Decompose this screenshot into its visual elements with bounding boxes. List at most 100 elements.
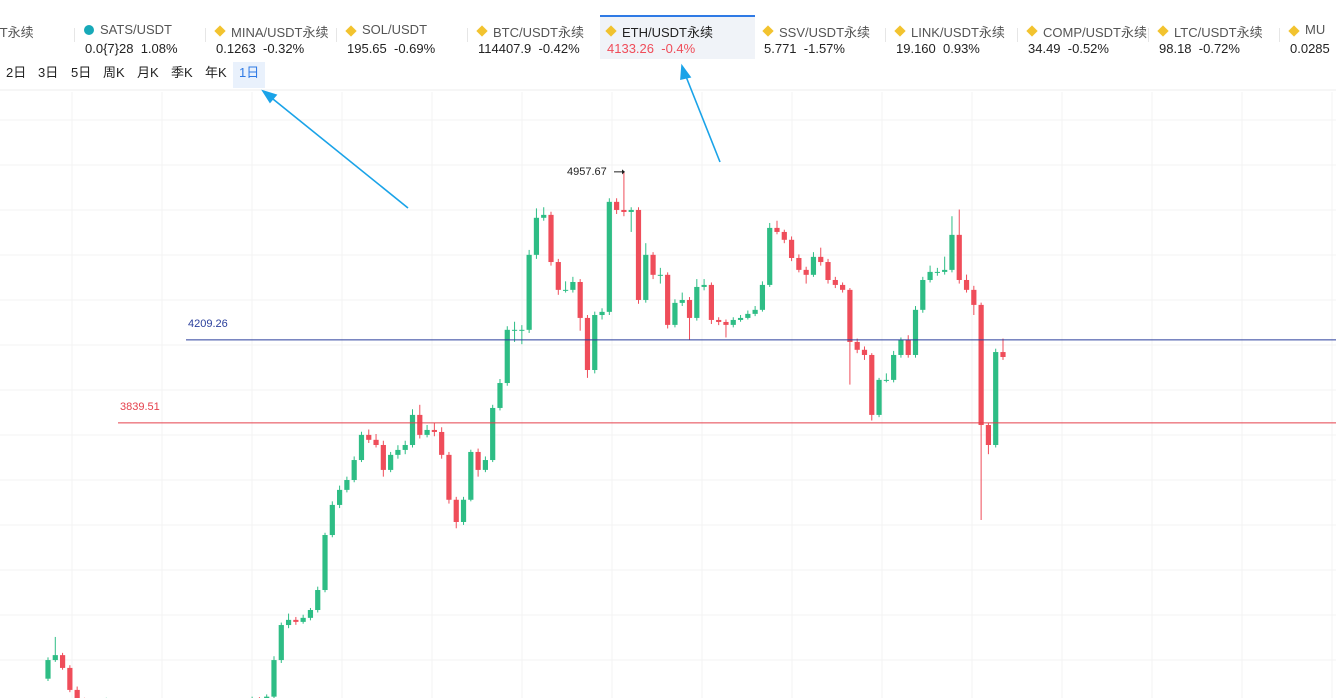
ticker-price: 4133.26: [607, 41, 654, 56]
period-button[interactable]: 3日: [38, 65, 59, 80]
ticker-tab[interactable]: BTC/USDT永续 114407.9 -0.42%: [471, 17, 602, 59]
candle-body: [781, 231, 787, 240]
candle-body: [767, 227, 773, 285]
candle-body: [934, 271, 940, 273]
ticker-quote: 0.0{7}28 1.08%: [85, 41, 178, 56]
candle-body: [898, 339, 904, 355]
ticker-change: -0.69%: [394, 41, 436, 56]
candle-body: [876, 379, 882, 415]
candle-body: [548, 214, 554, 263]
ticker-name: MINA/USDT永续: [231, 25, 329, 40]
period-button[interactable]: 2日: [6, 65, 27, 80]
ticker-tab[interactable]: SATS/USDT 0.0{7}28 1.08%: [78, 17, 209, 59]
candle-body: [307, 609, 314, 618]
arrowhead: [680, 63, 692, 81]
ticker-tab[interactable]: LTC/USDT永续 98.18 -0.72%: [1152, 17, 1283, 59]
candle-body: [643, 254, 649, 300]
arrow: [684, 73, 721, 163]
candle-body: [358, 434, 365, 461]
candle-body: [978, 304, 984, 426]
arrow: [267, 94, 409, 209]
period-button[interactable]: 1日: [233, 62, 266, 88]
candle-body: [526, 254, 532, 330]
ticker-tab[interactable]: COMP/USDT永续 34.49 -0.52%: [1021, 17, 1152, 59]
candle-body: [832, 279, 838, 285]
candle-body: [825, 262, 831, 280]
candle-body: [774, 227, 780, 232]
candle-body: [708, 284, 714, 320]
candle-body: [45, 660, 51, 679]
tab-separator: [885, 28, 886, 42]
ticker-tab[interactable]: SSV/USDT永续 5.771 -1.57%: [757, 17, 888, 59]
candle-body: [971, 289, 977, 305]
candle-body: [388, 454, 394, 470]
ticker-name: COMP/USDT永续: [1043, 25, 1148, 40]
candle-body: [891, 354, 897, 380]
candle-body: [818, 256, 824, 263]
ticker-quote: 195.65 -0.69%: [347, 41, 435, 56]
candle-body: [504, 329, 510, 384]
tab-separator: [467, 28, 468, 42]
candle-body: [942, 269, 948, 272]
candle-body: [482, 460, 488, 470]
candle-body: [475, 451, 481, 470]
period-button[interactable]: 年K: [205, 65, 227, 80]
ticker-quote: 34.49 -0.52%: [1028, 41, 1109, 56]
ticker-tab[interactable]: SOL/USDT 195.65 -0.69%: [340, 17, 471, 59]
candle-body: [788, 239, 795, 258]
ticker-price: 19.160: [896, 41, 936, 56]
candle-body: [752, 309, 758, 314]
period-button[interactable]: 5日: [71, 65, 92, 80]
ticker-name: ETH/USDT永续: [622, 25, 714, 40]
candle-body: [577, 282, 583, 318]
ticker-tab[interactable]: MU 0.0285: [1283, 17, 1336, 59]
period-button[interactable]: 月K: [137, 65, 159, 80]
ticker-tab[interactable]: E/USDT永续-0.9%: [0, 17, 69, 59]
max-price-label: 4957.67: [567, 166, 607, 178]
annotation-arrows: [261, 63, 721, 209]
ticker-tab[interactable]: MINA/USDT永续 0.1263 -0.32%: [209, 17, 340, 59]
ticker-change: -1.57%: [803, 41, 845, 56]
candle-body: [956, 234, 962, 280]
candle-body: [453, 499, 459, 522]
ticker-tab[interactable]: ETH/USDT永续 4133.26 -0.4%: [600, 15, 755, 59]
candle-body: [67, 667, 73, 690]
candle-body: [322, 535, 328, 591]
candle-body: [745, 313, 751, 318]
candle-body: [59, 655, 66, 668]
candle-body: [716, 319, 722, 322]
period-button[interactable]: 周K: [103, 65, 125, 80]
ticker-change: 0.93%: [943, 41, 980, 56]
candle-body: [657, 274, 663, 276]
period-button[interactable]: 季K: [171, 65, 193, 80]
ticker-change: -0.52%: [1067, 41, 1109, 56]
ticker-quote: 4133.26 -0.4%: [607, 41, 695, 56]
ticker-name: SOL/USDT: [362, 22, 428, 37]
ticker-change: 1.08%: [140, 41, 178, 56]
candle-body: [278, 625, 284, 661]
ticker-quote: 5.771 -1.57%: [764, 41, 845, 56]
ticker-price: 114407.9: [478, 41, 532, 56]
ticker-change: -0.32%: [263, 41, 305, 56]
candle-body: [344, 480, 350, 490]
ticker-price: 0.0285: [1290, 41, 1330, 56]
tab-separator: [336, 28, 337, 42]
price-line-label: 3839.51: [120, 401, 160, 413]
ticker-name: SSV/USDT永续: [779, 25, 871, 40]
candle-body: [635, 209, 642, 300]
ticker-tab[interactable]: LINK/USDT永续 19.160 0.93%: [889, 17, 1020, 59]
candle-body: [329, 504, 335, 536]
candle-body: [985, 425, 992, 445]
candle-body: [861, 349, 868, 355]
candle-body: [796, 257, 802, 270]
candle-body: [570, 282, 576, 290]
candle-body: [511, 329, 518, 331]
ticker-name: BTC/USDT永续: [493, 25, 585, 40]
ticker-price: 34.49: [1028, 41, 1061, 56]
tab-separator: [1017, 28, 1018, 42]
candle-body: [337, 489, 343, 505]
candle-body: [723, 321, 729, 325]
tab-separator: [1279, 28, 1280, 42]
candle-body: [74, 689, 80, 698]
